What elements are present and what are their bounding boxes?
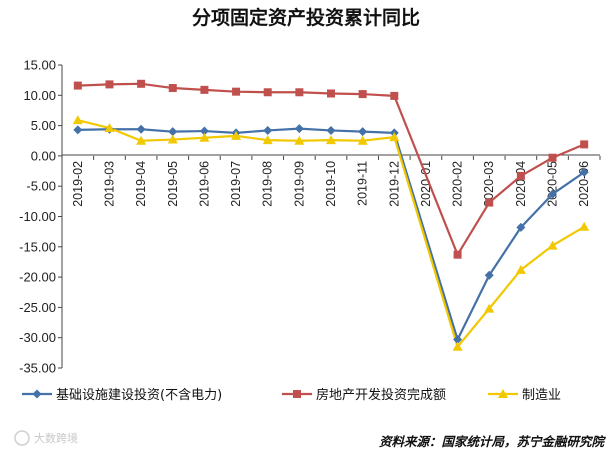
x-tick-label: 2020-03 — [482, 161, 496, 207]
legend-marker-3 — [498, 389, 508, 398]
series-3-point — [326, 135, 336, 145]
series-3-point — [452, 341, 463, 351]
y-tick-label: -5.00 — [26, 179, 56, 194]
series-line-2 — [77, 82, 585, 256]
series-3-point — [136, 135, 147, 145]
series-3-point — [199, 132, 210, 142]
series-3-point — [167, 134, 178, 144]
x-tick-label: 2019-09 — [292, 161, 306, 207]
series-3-point — [547, 240, 558, 250]
legend-label-2: 房地产开发投资完成额 — [316, 387, 446, 403]
series-3-point — [357, 135, 368, 145]
x-tick-label: 2020-01 — [419, 161, 433, 207]
x-tick-label: 2020-06 — [577, 161, 591, 207]
x-tick-label: 2019-06 — [197, 161, 211, 207]
source-note: 资料来源：国家统计局，苏宁金融研究院 — [379, 434, 607, 449]
series-line-1 — [77, 127, 585, 341]
legend-label-1: 基础设施建设投资(不含电力) — [56, 387, 222, 403]
series-2-point — [73, 81, 82, 90]
series-2-point — [548, 153, 557, 162]
series-3-point — [294, 135, 305, 145]
watermark-text: 大数跨境 — [34, 431, 78, 445]
y-tick-label: 5.00 — [31, 118, 56, 133]
series-3-point — [231, 130, 242, 140]
series-markers — [72, 79, 590, 351]
y-tick-label: -10.00 — [19, 209, 56, 224]
series-2-point — [232, 87, 241, 96]
y-tick-label: 0.00 — [31, 148, 56, 163]
watermark-logo: 大数跨境 — [14, 430, 78, 446]
series-3-point — [72, 115, 83, 125]
series-1-point — [453, 335, 463, 345]
x-axis-ticks: 2019-02 2019-03 2019-04 2019-05 2019-06 2019-… — [61, 155, 601, 207]
series-1-point — [136, 124, 146, 134]
series-2-point — [358, 90, 367, 99]
x-tick-label: 2019-12 — [387, 161, 401, 207]
legend-marker-2 — [293, 390, 301, 398]
y-tick-label: 10.00 — [23, 88, 56, 103]
series-2-point — [516, 171, 525, 180]
series-1-point — [73, 125, 83, 135]
series-2-point — [580, 140, 589, 149]
series-2-point — [327, 89, 335, 98]
series-1-point — [199, 126, 209, 136]
series-1-point — [516, 222, 526, 232]
series-3-point — [515, 264, 526, 274]
series-2-point — [105, 80, 114, 89]
series-line-3 — [77, 119, 585, 348]
y-tick-label: 15.00 — [23, 58, 56, 73]
series-3-point — [104, 123, 115, 133]
x-tick-label: 2019-08 — [261, 161, 275, 207]
series-2-point — [485, 198, 494, 207]
series-2-point — [453, 250, 462, 259]
x-tick-label: 2019-10 — [324, 161, 338, 207]
y-tick-label: -35.00 — [19, 361, 56, 376]
series-1-point — [484, 270, 494, 280]
series-1-point — [168, 127, 178, 137]
legend-marker-1 — [32, 389, 42, 399]
x-tick-label: 2019-07 — [229, 161, 243, 207]
x-tick-label: 2019-05 — [166, 161, 180, 207]
x-tick-label: 2020-02 — [451, 161, 465, 207]
series-2-point — [137, 79, 146, 88]
y-tick-label: -25.00 — [19, 300, 56, 315]
series-2-point — [200, 85, 209, 94]
legend: 基础设施建设投资(不含电力) 房地产开发投资完成额 制造业 — [22, 387, 561, 403]
series-1-point — [326, 125, 336, 135]
x-tick-label: 2019-03 — [102, 161, 116, 207]
x-tick-label: 2020-04 — [514, 161, 528, 207]
x-tick-label: 2020-05 — [546, 161, 560, 207]
chart-title: 分项固定资产投资累计同比 — [192, 6, 420, 29]
legend-label-3: 制造业 — [522, 388, 561, 403]
y-tick-label: -15.00 — [19, 239, 56, 254]
x-tick-label: 2019-02 — [71, 161, 85, 207]
series-lines — [77, 82, 585, 348]
series-3-point — [389, 132, 400, 142]
y-axis-ticks: 15.00 10.00 5.00 0.00 -5.00 -10.00 -15.00 -20.0… — [19, 58, 62, 376]
series-1-point — [579, 167, 589, 177]
series-3-point — [262, 135, 273, 145]
series-1-point — [358, 127, 368, 137]
series-2-point — [263, 88, 272, 97]
y-tick-label: -30.00 — [19, 330, 56, 345]
x-tick-label: 2019-04 — [134, 161, 148, 207]
series-2-point — [390, 91, 399, 100]
series-3-point — [579, 221, 590, 231]
series-3-point — [484, 303, 495, 313]
series-1-point — [294, 124, 304, 134]
series-1-point — [263, 125, 273, 135]
series-1-point — [548, 189, 558, 199]
series-2-point — [168, 84, 177, 93]
x-tick-label: 2019-11 — [356, 161, 370, 206]
series-2-point — [295, 88, 304, 97]
y-tick-label: -20.00 — [19, 270, 56, 285]
